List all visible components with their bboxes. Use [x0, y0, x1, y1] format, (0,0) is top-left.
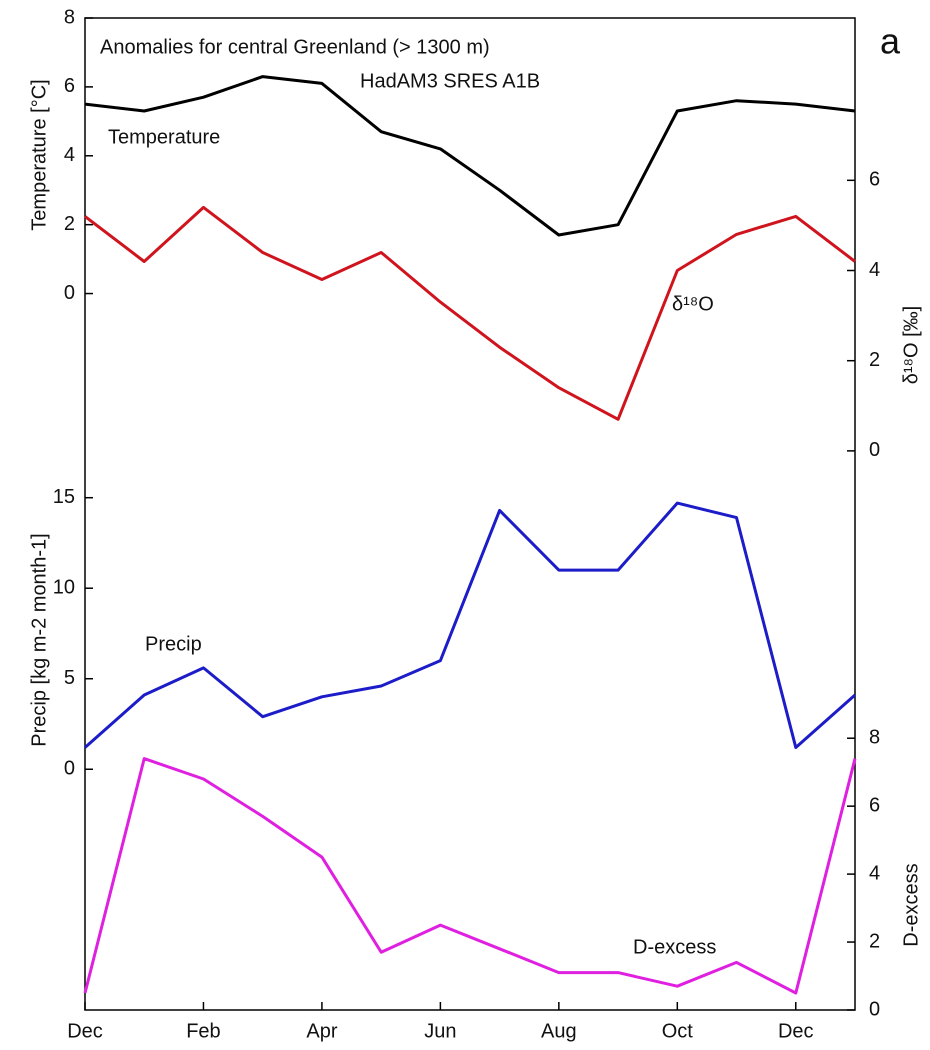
y-tick-label: 4 [869, 862, 880, 884]
series-line [84, 501, 856, 749]
y-tick-label: 0 [869, 998, 880, 1020]
y-tick-label: 6 [869, 169, 880, 191]
series-label: Precip [145, 633, 202, 655]
y-tick-label: 0 [869, 439, 880, 461]
y-axis-label: δ¹⁸O [‰] [900, 306, 922, 384]
y-tick-label: 2 [869, 930, 880, 952]
x-tick-label: Feb [186, 1020, 220, 1042]
y-axis-label: Temperature [°C] [28, 79, 50, 230]
series-label: δ¹⁸O [672, 293, 714, 315]
x-tick-label: Aug [541, 1020, 577, 1042]
x-tick-label: Dec [67, 1020, 103, 1042]
y-tick-label: 6 [64, 75, 75, 97]
y-tick-label: 10 [53, 577, 75, 599]
chart-subtitle: HadAM3 SRES A1B [360, 70, 540, 92]
y-tick-label: 0 [64, 282, 75, 304]
plot-frame [84, 17, 856, 1011]
series-label: Temperature [108, 126, 220, 148]
x-tick-label: Dec [778, 1020, 814, 1042]
y-tick-label: 0 [64, 758, 75, 780]
x-tick-label: Oct [662, 1020, 694, 1042]
series-label: D-excess [633, 936, 716, 958]
y-tick-label: 15 [53, 486, 75, 508]
y-tick-label: 8 [869, 727, 880, 749]
y-tick-label: 2 [869, 349, 880, 371]
y-tick-label: 5 [64, 667, 75, 689]
y-tick-label: 4 [869, 259, 880, 281]
series-line [83, 757, 857, 995]
series-line [84, 205, 856, 421]
series-line [84, 75, 856, 237]
y-tick-label: 2 [64, 213, 75, 235]
x-tick-label: Jun [424, 1020, 456, 1042]
chart-title: Anomalies for central Greenland (> 1300 … [100, 36, 490, 58]
y-tick-label: 8 [64, 6, 75, 28]
y-axis-label: D-excess [900, 863, 922, 946]
y-tick-label: 4 [64, 144, 75, 166]
x-tick-label: Apr [306, 1020, 337, 1042]
y-tick-label: 6 [869, 794, 880, 816]
panel-label: a [880, 21, 901, 62]
y-axis-label: Precip [kg m-2 month-1] [28, 533, 50, 746]
